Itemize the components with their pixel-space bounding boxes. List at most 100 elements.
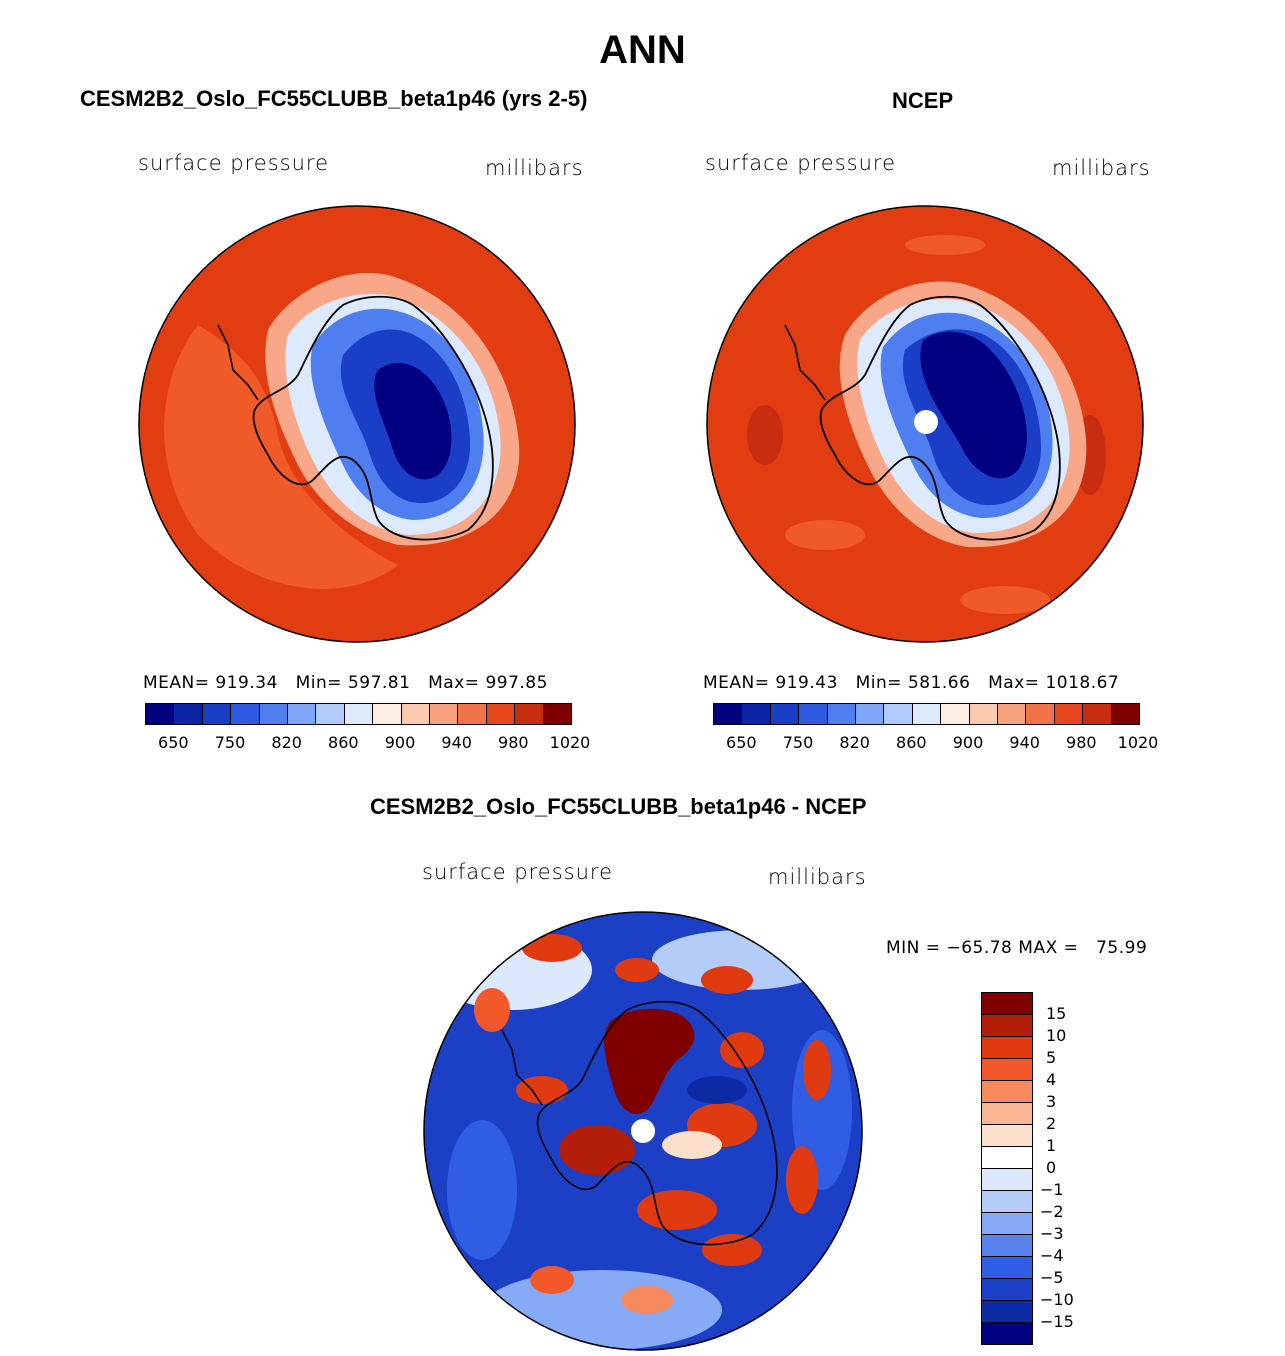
obs-colorbar <box>713 703 1140 725</box>
diff-max-label: MAX = <box>1018 938 1079 958</box>
colorbar-tick-label: 3 <box>1046 1092 1057 1111</box>
colorbar-tick-label: 5 <box>1046 1048 1057 1067</box>
colorbar-tick-label: 820 <box>271 733 302 752</box>
colorbar-tick-label: −4 <box>1040 1246 1064 1265</box>
colorbar-swatch <box>486 704 516 724</box>
colorbar-swatch <box>982 1235 1032 1257</box>
peninsula-coastline <box>217 324 259 401</box>
colorbar-tick-label: 900 <box>952 733 984 752</box>
colorbar-swatch <box>941 704 970 724</box>
model-min-value: 597.81 <box>347 673 411 693</box>
colorbar-swatch <box>430 704 459 724</box>
colorbar-swatch <box>1111 704 1140 724</box>
colorbar-swatch <box>982 1037 1032 1059</box>
colorbar-tick-label: 750 <box>782 733 814 752</box>
anomaly-blob <box>516 1076 568 1104</box>
model-mean-label: MEAN= <box>143 673 210 693</box>
colorbar-swatch <box>982 1015 1032 1037</box>
diff-polar-map <box>423 911 863 1351</box>
model-mean-value: 919.34 <box>215 673 278 693</box>
colorbar-swatch <box>543 704 572 724</box>
model-min-label: Min= <box>295 673 343 693</box>
colorbar-swatch <box>982 1257 1032 1279</box>
anomaly-blob <box>720 1032 764 1068</box>
antarctica-coastline <box>252 295 494 541</box>
colorbar-tick-label: 750 <box>214 733 246 752</box>
colorbar-tick-label: 1020 <box>1117 733 1159 752</box>
obs-panel-title: NCEP <box>892 88 954 113</box>
anomaly-positive-interior <box>604 1008 695 1114</box>
anomaly-blob <box>559 1125 635 1175</box>
colorbar-swatch <box>982 1147 1032 1169</box>
colorbar-tick-label: 1020 <box>549 733 591 752</box>
colorbar-tick-label: 860 <box>328 733 359 752</box>
pole-marker <box>914 410 938 434</box>
diff-colorbar <box>981 992 1033 1345</box>
colorbar-tick-label: −5 <box>1040 1268 1064 1287</box>
anomaly-blob <box>687 1076 747 1104</box>
map-boundary <box>423 911 863 1351</box>
colorbar-tick-label: 860 <box>896 733 927 752</box>
colorbar-tick-label: 900 <box>384 733 416 752</box>
colorbar-tick-label: 2 <box>1046 1114 1057 1133</box>
obs-min-value: 581.66 <box>907 673 971 693</box>
model-polar-map <box>138 205 576 643</box>
colorbar-swatch <box>231 704 260 724</box>
colorbar-swatch <box>259 704 289 724</box>
colorbar-swatch <box>912 704 942 724</box>
pole-marker <box>631 1119 655 1143</box>
colorbar-tick-label: 940 <box>1009 733 1040 752</box>
anomaly-blob <box>621 1286 673 1314</box>
model-max-value: 997.85 <box>485 673 548 693</box>
colorbar-swatch <box>401 704 431 724</box>
colorbar-swatch <box>982 993 1032 1015</box>
model-variable-label: surface pressure <box>138 151 329 175</box>
colorbar-tick-label: 820 <box>839 733 870 752</box>
colorbar-tick-label: 4 <box>1046 1070 1057 1089</box>
colorbar-swatch <box>1083 704 1112 724</box>
peninsula-coastline <box>784 324 826 401</box>
colorbar-swatch <box>998 704 1027 724</box>
obs-polar-map <box>706 205 1144 643</box>
pressure-blob <box>785 520 865 550</box>
colorbar-tick-label: 10 <box>1046 1026 1067 1045</box>
diff-panel-title: CESM2B2_Oslo_FC55CLUBB_beta1p46 - NCEP <box>370 794 867 819</box>
colorbar-swatch <box>174 704 203 724</box>
diff-stats: MIN = −65.78 MAX = 75.99 <box>886 938 1147 958</box>
colorbar-tick-label: −3 <box>1040 1224 1064 1243</box>
colorbar-swatch <box>982 1125 1032 1147</box>
colorbar-swatch <box>344 704 374 724</box>
pressure-blob <box>905 235 985 255</box>
colorbar-swatch <box>982 1081 1032 1103</box>
colorbar-swatch <box>884 704 913 724</box>
colorbar-tick-label: 940 <box>441 733 472 752</box>
diff-min-value: −65.78 <box>946 938 1013 958</box>
colorbar-swatch <box>982 1059 1032 1081</box>
colorbar-tick-label: 15 <box>1046 1004 1067 1023</box>
anomaly-blob <box>662 1131 722 1159</box>
colorbar-swatch <box>714 704 743 724</box>
colorbar-swatch <box>742 704 771 724</box>
colorbar-swatch <box>982 1279 1032 1301</box>
antarctica-coastline <box>536 1000 778 1246</box>
anomaly-blob <box>447 1120 517 1260</box>
obs-stats: MEAN= 919.43 Min= 581.66 Max= 1018.67 <box>703 673 1119 693</box>
colorbar-tick-label: 1 <box>1046 1136 1057 1155</box>
anomaly-blob <box>803 1040 831 1100</box>
colorbar-swatch <box>1054 704 1084 724</box>
colorbar-tick-label: 0 <box>1046 1158 1057 1177</box>
colorbar-swatch <box>770 704 800 724</box>
colorbar-swatch <box>982 1213 1032 1235</box>
peninsula-coastline <box>501 1029 543 1106</box>
pressure-band-650 <box>920 331 1027 479</box>
colorbar-tick-label: −10 <box>1040 1290 1074 1309</box>
colorbar-swatch <box>316 704 345 724</box>
pressure-band-980 <box>164 325 398 589</box>
model-max-label: Max= <box>428 673 480 693</box>
colorbar-swatch <box>982 1323 1032 1344</box>
anomaly-blob <box>615 958 659 982</box>
colorbar-swatch <box>982 1191 1032 1213</box>
colorbar-swatch <box>288 704 317 724</box>
obs-mean-label: MEAN= <box>703 673 770 693</box>
colorbar-tick-label: −15 <box>1040 1312 1074 1331</box>
